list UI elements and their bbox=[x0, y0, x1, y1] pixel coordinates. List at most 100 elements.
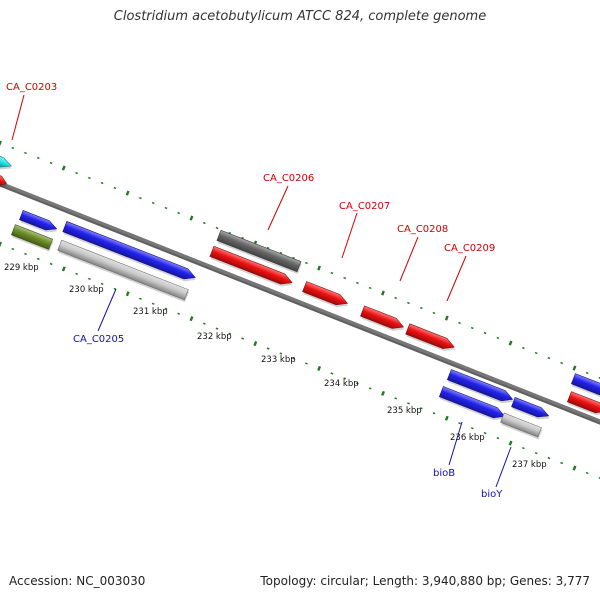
gene-red-right[interactable] bbox=[566, 391, 600, 419]
lower-tick bbox=[215, 327, 219, 330]
upper-tick bbox=[49, 161, 53, 165]
gene-olive[interactable] bbox=[10, 224, 54, 252]
gene-label[interactable]: CA_C0209 bbox=[444, 243, 495, 254]
upper-tick bbox=[36, 156, 40, 160]
gene-label[interactable]: CA_C0208 bbox=[397, 224, 448, 235]
lower-tick bbox=[125, 291, 130, 297]
gene-ca-c0206[interactable] bbox=[216, 229, 302, 275]
scale-label: 229 kbp bbox=[4, 263, 39, 273]
upper-tick bbox=[241, 236, 244, 240]
lower-tick bbox=[24, 252, 27, 256]
upper-tick bbox=[317, 265, 322, 271]
upper-tick bbox=[407, 301, 410, 305]
lower-tick bbox=[458, 422, 461, 425]
lower-tick bbox=[585, 471, 589, 475]
upper-tick bbox=[75, 171, 78, 175]
upper-tick bbox=[24, 151, 27, 155]
gene-label[interactable]: CA_C0203 bbox=[6, 82, 57, 93]
scale-label: 230 kbp bbox=[69, 285, 104, 295]
lower-tick bbox=[368, 387, 372, 390]
upper-tick bbox=[330, 271, 334, 275]
upper-tick bbox=[0, 140, 2, 146]
upper-tick bbox=[444, 315, 449, 321]
gene-arrow bbox=[0, 173, 8, 186]
lower-tick bbox=[241, 337, 245, 340]
scale-label: 232 kbp bbox=[197, 332, 232, 342]
lower-tick bbox=[164, 307, 168, 310]
gene-shadow bbox=[0, 176, 8, 189]
label-leader-line bbox=[495, 446, 512, 488]
gene-ca-c0207[interactable] bbox=[302, 281, 351, 311]
gene-blue-right[interactable] bbox=[570, 373, 600, 401]
gene-arrow bbox=[360, 305, 405, 329]
gene-bioB-upper[interactable] bbox=[446, 369, 516, 407]
upper-tick bbox=[87, 176, 91, 180]
lower-tick bbox=[292, 357, 295, 360]
gene-ca-c0209[interactable] bbox=[405, 323, 458, 355]
lower-tick bbox=[560, 461, 564, 465]
gene-bioB[interactable] bbox=[438, 386, 508, 424]
lower-tick bbox=[432, 412, 436, 415]
lower-tick bbox=[36, 257, 40, 261]
label-leader-line bbox=[399, 236, 419, 282]
lower-tick bbox=[305, 362, 308, 365]
lower-tick bbox=[49, 262, 53, 266]
gene-label[interactable]: bioB bbox=[433, 468, 455, 479]
gene-arrow bbox=[438, 386, 506, 419]
gene-label[interactable]: CA_C0205 bbox=[73, 334, 124, 345]
gene-bioY-blue[interactable] bbox=[511, 397, 552, 423]
gene-label[interactable]: CA_C0206 bbox=[263, 173, 314, 184]
upper-tick bbox=[419, 306, 423, 310]
upper-tick bbox=[125, 190, 130, 196]
lower-tick bbox=[483, 432, 487, 435]
upper-tick bbox=[458, 321, 461, 325]
upper-tick bbox=[560, 361, 564, 365]
upper-tick bbox=[572, 365, 577, 371]
gene-bioY[interactable] bbox=[500, 412, 543, 440]
upper-tick bbox=[151, 201, 155, 205]
lower-tick bbox=[75, 272, 79, 275]
upper-tick bbox=[534, 351, 538, 355]
tick-marks bbox=[0, 140, 600, 480]
gene-ca-c0204[interactable] bbox=[62, 221, 199, 285]
upper-tick bbox=[11, 146, 15, 150]
gene-ca-c0205[interactable] bbox=[57, 239, 190, 303]
upper-tick bbox=[381, 290, 385, 296]
lower-tick bbox=[496, 437, 500, 440]
gene-label[interactable]: bioY bbox=[481, 489, 503, 500]
upper-tick bbox=[483, 331, 487, 335]
label-leader-line bbox=[446, 255, 467, 302]
gene-arrow bbox=[10, 224, 54, 250]
gene-arrow bbox=[0, 152, 12, 168]
gene-label[interactable]: CA_C0207 bbox=[339, 201, 390, 212]
label-leader-lines bbox=[11, 94, 512, 488]
lower-tick bbox=[381, 390, 385, 396]
scale-label: 236 kbp bbox=[450, 433, 485, 443]
upper-tick bbox=[202, 221, 206, 225]
genome-summary-text: Topology: circular; Length: 3,940,880 bp… bbox=[260, 574, 590, 588]
lower-tick bbox=[444, 415, 449, 421]
lower-tick bbox=[11, 247, 15, 251]
upper-tick bbox=[228, 231, 232, 235]
gene-red-edge[interactable] bbox=[0, 173, 10, 191]
lower-tick bbox=[330, 372, 334, 375]
gene-blue-small[interactable] bbox=[19, 210, 60, 236]
upper-tick bbox=[189, 215, 194, 221]
upper-tick bbox=[521, 346, 525, 350]
gene-arrow bbox=[302, 281, 349, 306]
scale-label: 233 kbp bbox=[261, 355, 296, 365]
lower-tick bbox=[177, 312, 181, 315]
scale-labels: 229 kbp 230 kbp 231 kbp 232 kbp 233 kbp 234 k… bbox=[4, 263, 547, 470]
gene-ca-c0206b[interactable] bbox=[209, 245, 295, 290]
gene-ca-c0208[interactable] bbox=[360, 305, 407, 335]
scale-label: 234 kbp bbox=[324, 379, 359, 389]
gene-arrow bbox=[57, 239, 189, 301]
lower-tick bbox=[508, 440, 513, 446]
gene-arrow bbox=[570, 373, 600, 396]
upper-tick bbox=[585, 371, 589, 375]
gene-ca-c0203[interactable] bbox=[0, 152, 14, 173]
lower-tick bbox=[343, 377, 347, 380]
lower-tick bbox=[407, 402, 410, 405]
gene-arrow bbox=[500, 412, 542, 438]
